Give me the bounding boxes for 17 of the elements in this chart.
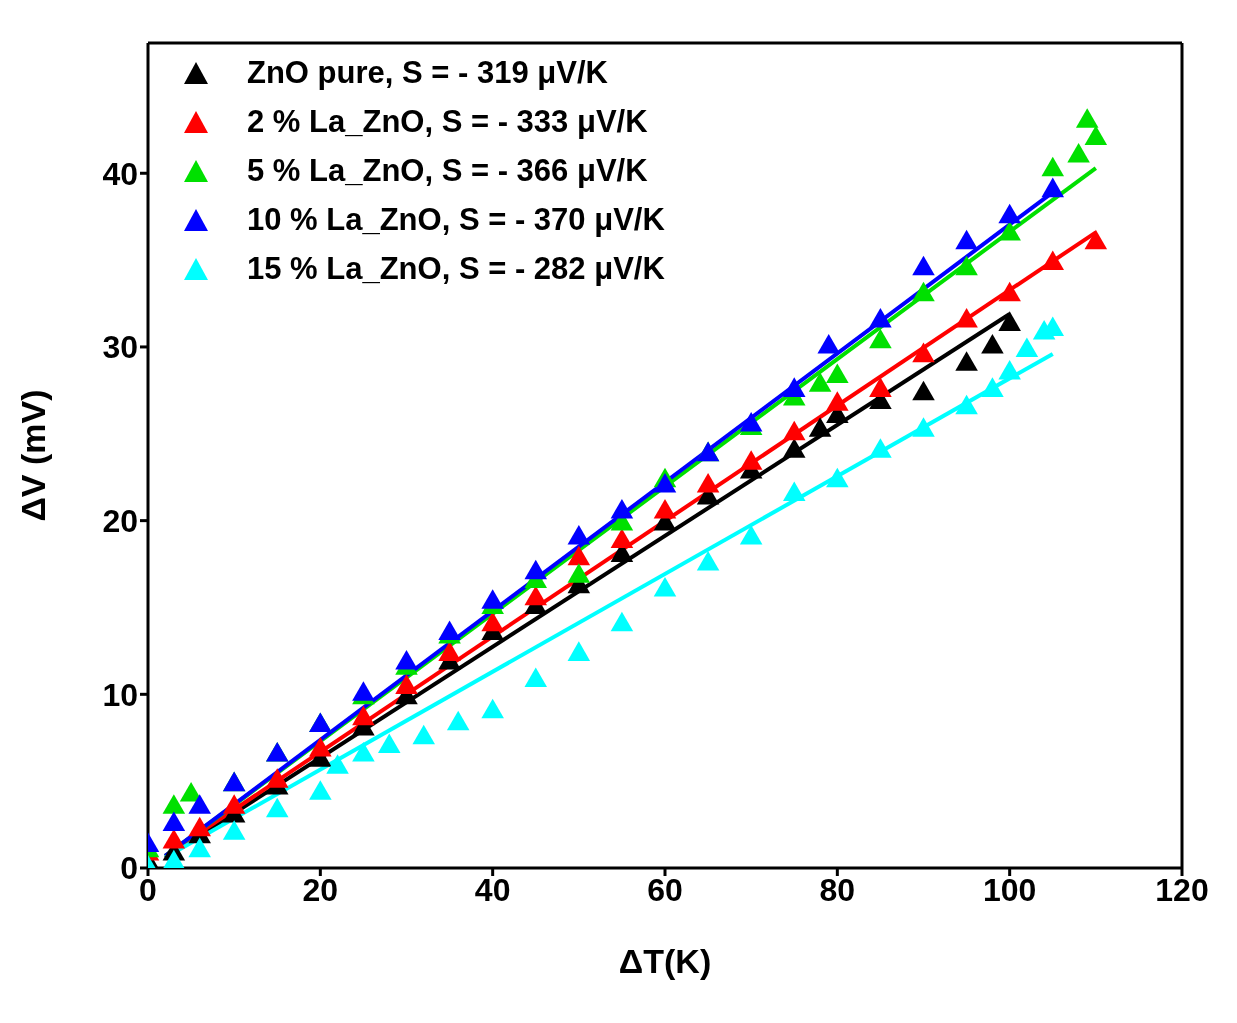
- x-tick-label: 120: [1155, 871, 1209, 908]
- y-tick-label: 10: [102, 676, 138, 713]
- x-tick-label: 60: [647, 871, 683, 908]
- y-axis-title: ΔV (mV): [14, 389, 53, 522]
- x-tick-label: 100: [982, 871, 1037, 908]
- legend-label: 2 % La_ZnO, S = - 333 μV/K: [247, 103, 648, 141]
- y-tick-label: 20: [102, 502, 138, 539]
- x-tick-label: 80: [819, 871, 856, 908]
- legend-label: 15 % La_ZnO, S = - 282 μV/K: [247, 250, 665, 288]
- x-tick-label: 20: [302, 871, 339, 908]
- legend-label: 10 % La_ZnO, S = - 370 μV/K: [247, 201, 665, 239]
- legend-label: ZnO pure, S = - 319 μV/K: [247, 54, 608, 92]
- legend-label: 5 % La_ZnO, S = - 366 μV/K: [247, 152, 648, 190]
- y-tick-label: 40: [102, 155, 138, 192]
- x-tick-label: 40: [474, 871, 511, 908]
- x-axis-title: ΔT(K): [618, 942, 712, 980]
- y-tick-label: 30: [102, 329, 138, 366]
